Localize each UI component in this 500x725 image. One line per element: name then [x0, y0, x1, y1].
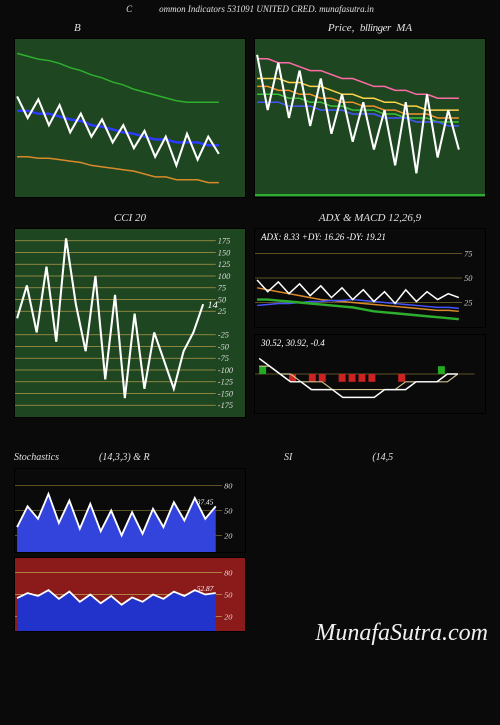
- svg-text:20: 20: [224, 532, 232, 541]
- stoch-title: Stochastics (14,3,3) & R: [14, 446, 246, 468]
- svg-text:75: 75: [464, 250, 472, 259]
- adx-title: ADX & MACD 12,26,9: [254, 206, 486, 228]
- macd-chart: 30.52, 30.92, -0.4: [254, 334, 486, 414]
- svg-text:20: 20: [224, 613, 232, 622]
- svg-text:175: 175: [218, 237, 231, 246]
- svg-text:100: 100: [218, 272, 231, 281]
- cci-chart: 175 150 125 100 75 50 25 -25 -50 -75 -100 -125 -150 -…: [14, 228, 246, 418]
- macd-values: 30.52, 30.92, -0.4: [261, 338, 325, 348]
- adx-chart: ADX: 8.33 +DY: 16.26 -DY: 19.21 75 50 25: [254, 228, 486, 328]
- svg-text:-50: -50: [218, 343, 229, 352]
- svg-text:-150: -150: [218, 390, 233, 399]
- svg-text:50: 50: [224, 591, 232, 600]
- svg-text:-175: -175: [218, 401, 233, 410]
- svg-text:14: 14: [207, 300, 217, 311]
- svg-text:25: 25: [218, 307, 226, 316]
- svg-text:75: 75: [218, 284, 226, 293]
- rsi-chart: 80 50 20 52.87: [14, 557, 246, 632]
- ma-chart: [254, 38, 486, 198]
- rsi-title: SI (14,5: [254, 446, 486, 468]
- svg-text:-75: -75: [218, 354, 229, 363]
- svg-text:150: 150: [218, 249, 231, 258]
- svg-text:52.87: 52.87: [197, 585, 214, 593]
- cci-title: CCI 20: [14, 206, 246, 228]
- svg-text:-100: -100: [218, 366, 233, 375]
- header-left: C: [126, 4, 132, 14]
- svg-text:-25: -25: [218, 331, 229, 340]
- bb-title: B: [14, 16, 246, 38]
- svg-text:25: 25: [464, 299, 472, 308]
- svg-text:37.45: 37.45: [196, 499, 214, 507]
- svg-text:125: 125: [218, 260, 231, 269]
- watermark: MunafaSutra.com: [315, 620, 488, 647]
- svg-text:80: 80: [224, 482, 232, 491]
- stochastic-chart: 80 50 20 37.45: [14, 468, 246, 553]
- svg-text:50: 50: [224, 507, 232, 516]
- svg-text:50: 50: [218, 296, 226, 305]
- bollinger-chart: [14, 38, 246, 198]
- svg-text:-125: -125: [218, 378, 233, 387]
- header-center: ommon Indicators 531091 UNITED CRED. mun…: [159, 4, 374, 14]
- adx-values: ADX: 8.33 +DY: 16.26 -DY: 19.21: [261, 232, 386, 242]
- svg-text:50: 50: [464, 274, 472, 283]
- svg-text:80: 80: [224, 569, 232, 578]
- ma-title: Price, bllinger MA: [254, 16, 486, 38]
